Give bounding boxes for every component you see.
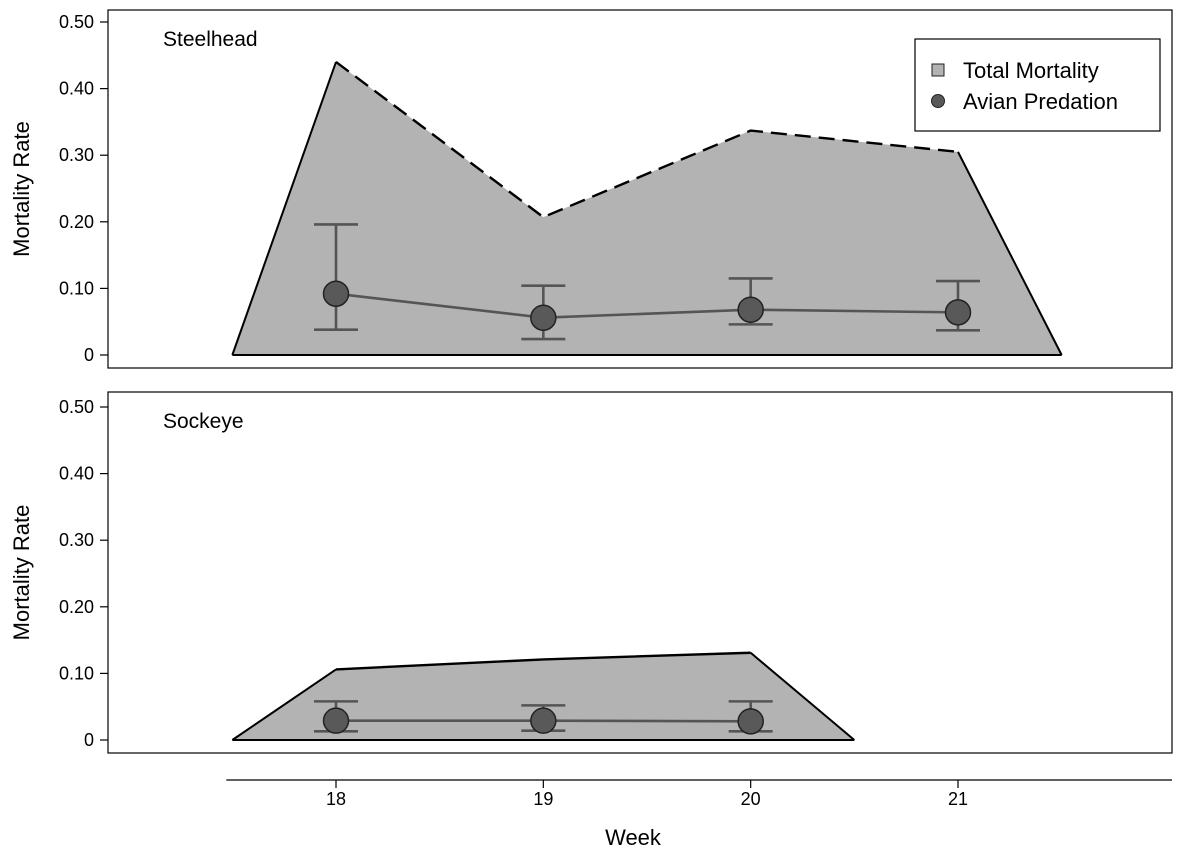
panel-steelhead: 0 0.10 0.20 0.30 0.40 0.50 Mortality Rate Steel…: [9, 9, 1173, 369]
total-mortality-line: [335, 60, 959, 219]
panel-label: Steelhead: [163, 28, 258, 51]
x-axis: 18 19 20 21: [226, 779, 1172, 809]
y-tick-label: 0.10: [59, 278, 94, 298]
panel-sockeye: 0 0.10 0.20 0.30 0.40 0.50 Mortality Rate Socke…: [9, 391, 1173, 754]
y-tick-label: 0.30: [59, 530, 94, 550]
x-axis-title: Week: [605, 825, 662, 850]
avian-predation-point: [737, 708, 764, 735]
avian-predation-point: [737, 296, 764, 323]
y-tick-label: 0.40: [59, 464, 94, 484]
avian-predation-point: [530, 707, 557, 734]
plot-frame: [107, 9, 1173, 369]
total-mortality-edge: [231, 668, 337, 741]
total-mortality-area: [232, 652, 855, 740]
total-mortality-edge: [231, 61, 337, 356]
x-tick-label: 18: [326, 789, 346, 809]
y-tick-label: 0: [84, 730, 94, 750]
y-tick-label: 0.30: [59, 145, 94, 165]
y-axis-title: Mortality Rate: [9, 121, 34, 257]
legend-box: [914, 38, 1161, 132]
y-tick-label: 0: [84, 345, 94, 365]
avian-predation-point: [322, 280, 350, 307]
y-tick-label: 0.20: [59, 212, 94, 232]
total-mortality-edge: [750, 651, 855, 741]
x-tick-label: 21: [948, 789, 968, 809]
avian-predation-point: [944, 299, 972, 326]
total-mortality-area: [232, 61, 1062, 356]
total-mortality-edge: [957, 151, 1063, 356]
avian-predation-point: [322, 707, 350, 734]
plot-frame: [107, 391, 1173, 754]
y-tick-label: 0.40: [59, 79, 94, 99]
x-tick-label: 20: [741, 789, 761, 809]
y-tick-label: 0.50: [59, 397, 94, 417]
y-tick-label: 0.20: [59, 597, 94, 617]
avian-predation-line: [335, 292, 959, 320]
legend-label-total-mortality: Total Mortality: [963, 58, 1099, 83]
panel-label: Sockeye: [163, 410, 244, 433]
y-tick-label: 0.10: [59, 663, 94, 683]
legend-swatch-avian-predation: [931, 94, 945, 108]
legend: Total Mortality Avian Predation: [914, 38, 1161, 132]
legend-label-avian-predation: Avian Predation: [963, 89, 1118, 114]
y-tick-label: 0.50: [59, 12, 94, 32]
y-axis-title: Mortality Rate: [9, 505, 34, 641]
avian-predation-point: [530, 304, 557, 331]
total-mortality-line: [335, 651, 751, 671]
x-tick-label: 19: [533, 789, 553, 809]
legend-swatch-total-mortality: [931, 63, 945, 77]
